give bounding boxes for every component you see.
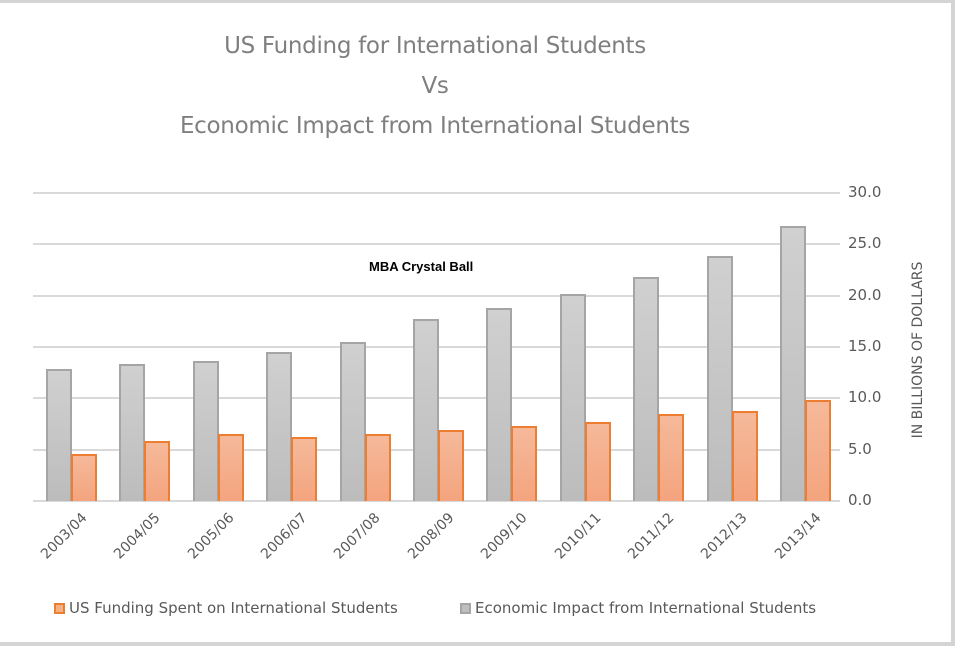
x-tick-label: 2010/11	[551, 510, 605, 563]
legend-label-economic-impact: Economic Impact from International Stude…	[475, 599, 817, 617]
legend-item-economic-impact: Economic Impact from International Stude…	[460, 599, 816, 617]
chart-title-line-2: Vs	[421, 73, 449, 99]
x-tick-label: 2005/06	[184, 510, 238, 563]
bar-economic-impact	[46, 368, 72, 501]
bar-us-funding	[584, 421, 611, 501]
x-tick-label: 2013/14	[771, 510, 825, 563]
bar-economic-impact	[706, 255, 733, 501]
legend-label-us-funding: US Funding Spent on International Studen…	[69, 599, 398, 617]
gridline	[33, 192, 840, 194]
bar-economic-impact	[559, 293, 586, 501]
y-tick-label: 30.0	[848, 183, 882, 201]
y-tick-label: 0.0	[848, 491, 872, 509]
bar-us-funding	[364, 434, 391, 501]
chart-title-line-3: Economic Impact from International Stude…	[179, 113, 691, 139]
bar-us-funding	[731, 410, 758, 501]
bar-economic-impact	[780, 225, 806, 501]
bar-us-funding	[71, 453, 97, 501]
y-tick-label: 25.0	[848, 234, 882, 253]
gridline	[33, 500, 840, 502]
x-tick-label: 2008/09	[404, 510, 458, 563]
bar-economic-impact	[486, 307, 513, 501]
watermark-annotation: MBA Crystal Ball	[369, 259, 474, 274]
x-tick-label: 2003/04	[37, 510, 91, 563]
bar-us-funding	[511, 426, 538, 501]
bar-economic-impact	[119, 364, 146, 501]
bar-us-funding	[144, 441, 171, 501]
chart-title: US Funding for International Students Vs…	[0, 26, 870, 146]
bar-us-funding	[805, 400, 831, 501]
legend-swatch-orange	[54, 602, 65, 614]
frame-bottom-border	[0, 642, 955, 646]
y-tick-label: 10.0	[848, 388, 882, 407]
x-tick-label: 2011/12	[625, 510, 678, 563]
bar-us-funding	[438, 430, 464, 501]
bar-us-funding	[658, 413, 685, 501]
y-tick-label: 15.0	[848, 337, 882, 355]
bar-us-funding	[291, 437, 318, 501]
x-tick-label: 2007/08	[331, 510, 384, 563]
gridline	[33, 243, 840, 246]
bar-economic-impact	[266, 352, 293, 501]
x-tick-label: 2009/10	[478, 510, 531, 563]
y-axis-label-text: IN BILLIONS OF DOLLARS	[910, 261, 926, 439]
bar-economic-impact	[633, 277, 660, 501]
frame-right-border	[951, 0, 955, 646]
legend-swatch-gray	[460, 602, 471, 614]
bar-us-funding	[217, 434, 244, 501]
bar-economic-impact	[413, 319, 439, 501]
x-tick-label: 2006/07	[258, 510, 311, 563]
frame-top-border	[0, 0, 955, 3]
bar-economic-impact	[192, 361, 219, 501]
x-tick-label: 2012/13	[698, 510, 751, 563]
bar-economic-impact	[339, 341, 366, 501]
y-tick-label: 20.0	[848, 285, 882, 304]
gridline	[33, 294, 840, 297]
x-tick-label: 2004/05	[111, 510, 164, 563]
legend: US Funding Spent on International Studen…	[0, 599, 955, 623]
chart-title-line-1: US Funding for International Students	[224, 33, 646, 59]
legend-item-us-funding: US Funding Spent on International Studen…	[54, 599, 398, 617]
y-tick-label: 5.0	[848, 439, 872, 458]
